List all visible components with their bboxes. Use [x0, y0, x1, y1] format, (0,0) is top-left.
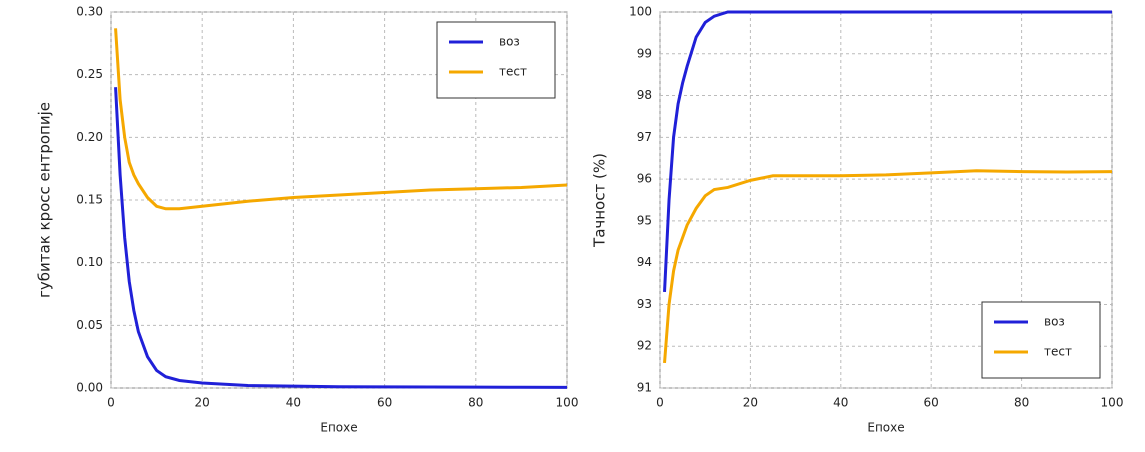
legend-label: тест — [499, 65, 527, 79]
y-tick-label: 99 — [637, 46, 652, 60]
legend-label: воз — [499, 35, 520, 49]
line-series — [663, 10, 1112, 292]
y-tick-label: 0.00 — [76, 381, 103, 395]
y-tick-label: 100 — [629, 5, 652, 19]
y-tick-label: 92 — [637, 339, 652, 353]
x-tick-label: 20 — [195, 396, 210, 410]
x-tick-label: 100 — [1101, 396, 1124, 410]
y-tick-label: 0.20 — [76, 130, 103, 144]
x-axis-label: Епохе — [320, 421, 357, 435]
y-tick-label: 96 — [637, 172, 652, 186]
line-series — [114, 87, 568, 389]
legend-box — [436, 21, 556, 99]
y-tick-label: 0.15 — [76, 193, 103, 207]
line-series — [114, 28, 568, 211]
x-tick-label: 0 — [107, 396, 115, 410]
y-tick-label: 93 — [637, 297, 652, 311]
y-tick-label: 0.10 — [76, 255, 103, 269]
y-tick-label: 94 — [637, 255, 652, 269]
x-tick-label: 0 — [656, 396, 664, 410]
y-tick-label: 0.30 — [76, 5, 103, 19]
legend-box — [981, 301, 1101, 379]
x-tick-label: 60 — [377, 396, 392, 410]
x-tick-label: 40 — [833, 396, 848, 410]
y-tick-label: 0.05 — [76, 318, 103, 332]
x-tick-label: 20 — [743, 396, 758, 410]
y-axis-label: губитак кросс ентропије — [36, 102, 54, 298]
y-tick-label: 98 — [637, 88, 652, 102]
x-tick-label: 80 — [1014, 396, 1029, 410]
y-tick-label: 0.25 — [76, 67, 103, 81]
y-tick-label: 95 — [637, 213, 652, 227]
legend-label: воз — [1044, 315, 1065, 329]
line-series — [663, 169, 1113, 364]
x-tick-label: 60 — [924, 396, 939, 410]
y-axis-label: Тачност (%) — [591, 153, 609, 248]
x-axis-label: Епохе — [867, 421, 904, 435]
x-tick-label: 100 — [556, 396, 579, 410]
y-tick-label: 91 — [637, 381, 652, 395]
legend-label: тест — [1044, 345, 1072, 359]
x-tick-label: 80 — [468, 396, 483, 410]
y-tick-label: 97 — [637, 130, 652, 144]
x-tick-label: 40 — [286, 396, 301, 410]
